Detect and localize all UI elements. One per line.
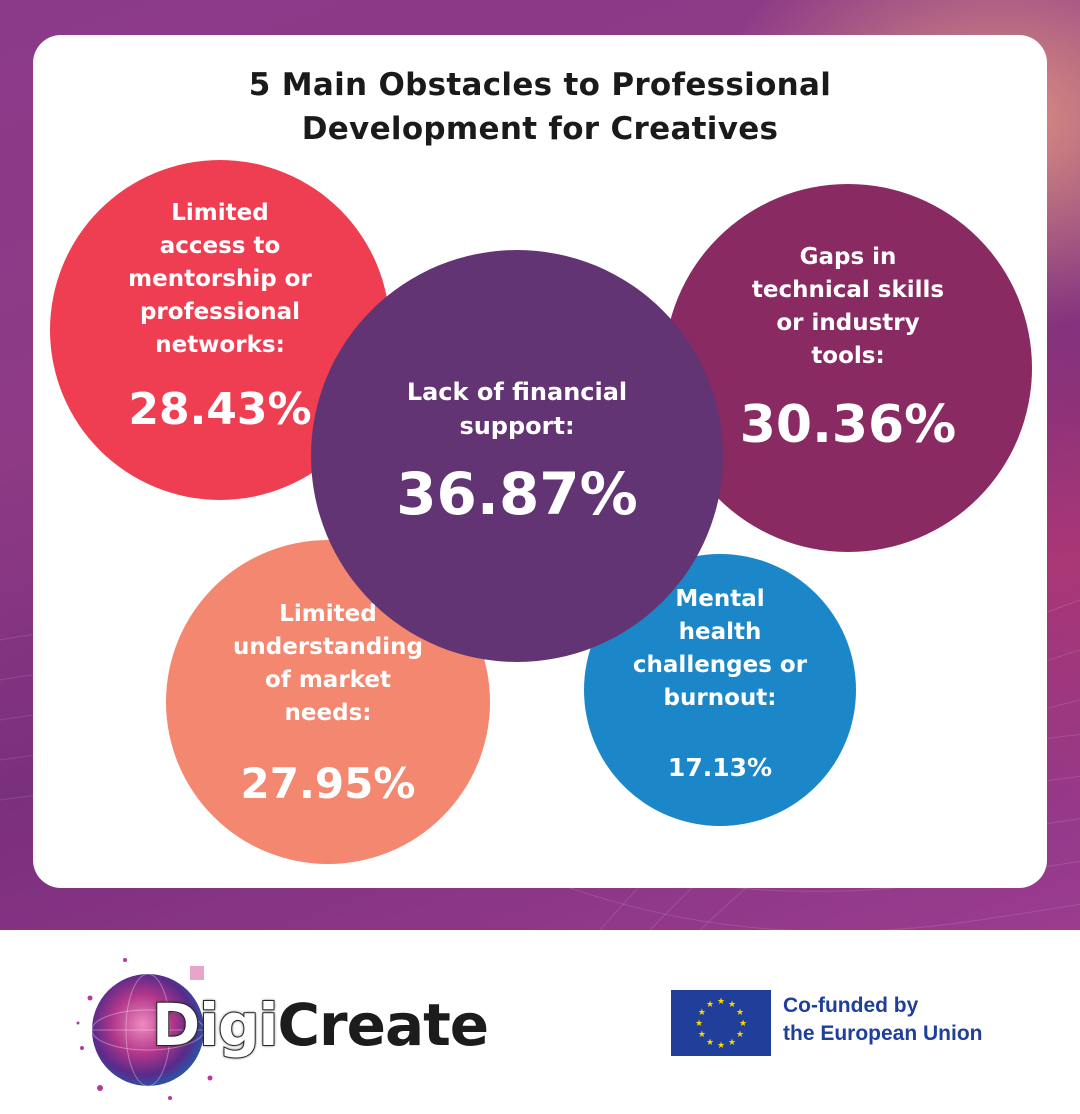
eu-funding-text: Co-funded by the European Union xyxy=(783,992,983,1048)
bubble-4: Mental health challenges or burnout: 17.13% xyxy=(584,554,856,826)
logo-text-create: Create xyxy=(277,991,489,1059)
eu-star: ★ xyxy=(695,1019,703,1029)
bubble-label-line: challenges or xyxy=(633,652,808,678)
bubble-circle xyxy=(664,184,1032,552)
bubble-label-line: professional xyxy=(140,299,300,325)
eu-star: ★ xyxy=(717,997,725,1007)
bubble-label-line: access to xyxy=(160,233,281,259)
bubble-label-line: understanding xyxy=(233,634,423,660)
bubble-label-line: tools: xyxy=(811,343,884,369)
bubble-label-line: Limited xyxy=(279,601,376,627)
digicreate-globe-icon xyxy=(76,958,213,1100)
eu-star: ★ xyxy=(698,1030,706,1040)
title-line-1: 5 Main Obstacles to Professional xyxy=(248,67,832,103)
eu-text-line-1: Co-funded by xyxy=(783,994,919,1017)
bubble-circle xyxy=(50,160,390,500)
chart-title: 5 Main Obstacles to Professional Develop… xyxy=(140,63,940,151)
eu-flag-icon: ★ ★★★★★★★★★★★ xyxy=(671,990,771,1056)
bubble-circle xyxy=(584,554,856,826)
bubble-label-line: Limited xyxy=(171,200,268,226)
title-line-2: Development for Creatives xyxy=(301,111,779,147)
bubble-label-line: support: xyxy=(459,412,574,440)
footer: DigiCreate ★ ★ ★ ★ ★ ★ ★ ★ ★ ★ ★ ★ Co-funded by the… xyxy=(0,930,1080,1114)
bubble-label-line: networks: xyxy=(155,332,285,358)
bubble-label-line: mentorship or xyxy=(128,266,312,292)
bubble-value: 17.13% xyxy=(668,753,772,782)
bubble-label-line: needs: xyxy=(285,700,372,726)
bubble-label-line: health xyxy=(679,619,762,645)
eu-text-line-2: the European Union xyxy=(783,1022,983,1045)
bubble-value: 30.36% xyxy=(740,395,957,455)
bubble-label-line: Mental xyxy=(675,586,764,612)
eu-star: ★ xyxy=(739,1019,747,1029)
bubble-circle xyxy=(311,250,723,662)
bubble-value: 27.95% xyxy=(241,759,416,808)
eu-star: ★ xyxy=(728,1038,736,1048)
digicreate-logo-text: DigiCreate xyxy=(151,990,489,1060)
bubble-2: Gaps in technical skills or industry tools:… xyxy=(664,184,1032,552)
bubble-value: 28.43% xyxy=(128,384,311,435)
eu-star: ★ xyxy=(736,1008,744,1018)
bubble-label-line: or industry xyxy=(776,310,919,336)
logo-text-digi: Digi xyxy=(151,990,279,1060)
eu-star: ★ xyxy=(736,1030,744,1040)
bubble-label-line: technical skills xyxy=(752,277,944,303)
bubble-label-line: Gaps in xyxy=(800,244,897,270)
bubble-chart: Limited access to mentorship or professiona… xyxy=(50,160,1032,864)
bubble-1: Limited access to mentorship or professiona… xyxy=(50,160,390,500)
bubble-label-line: of market xyxy=(265,667,391,693)
eu-star: ★ xyxy=(698,1008,706,1018)
eu-star: ★ xyxy=(717,1041,725,1051)
bubble-label-line: burnout: xyxy=(664,685,777,711)
bubble-5: Lack of financial support: 36.87% xyxy=(311,250,723,662)
eu-star: ★ xyxy=(706,1038,714,1048)
bubble-value: 36.87% xyxy=(396,460,638,528)
bubble-label-line: Lack of financial xyxy=(407,378,627,406)
eu-star: ★ xyxy=(728,1000,736,1010)
eu-star: ★ xyxy=(706,1000,714,1010)
